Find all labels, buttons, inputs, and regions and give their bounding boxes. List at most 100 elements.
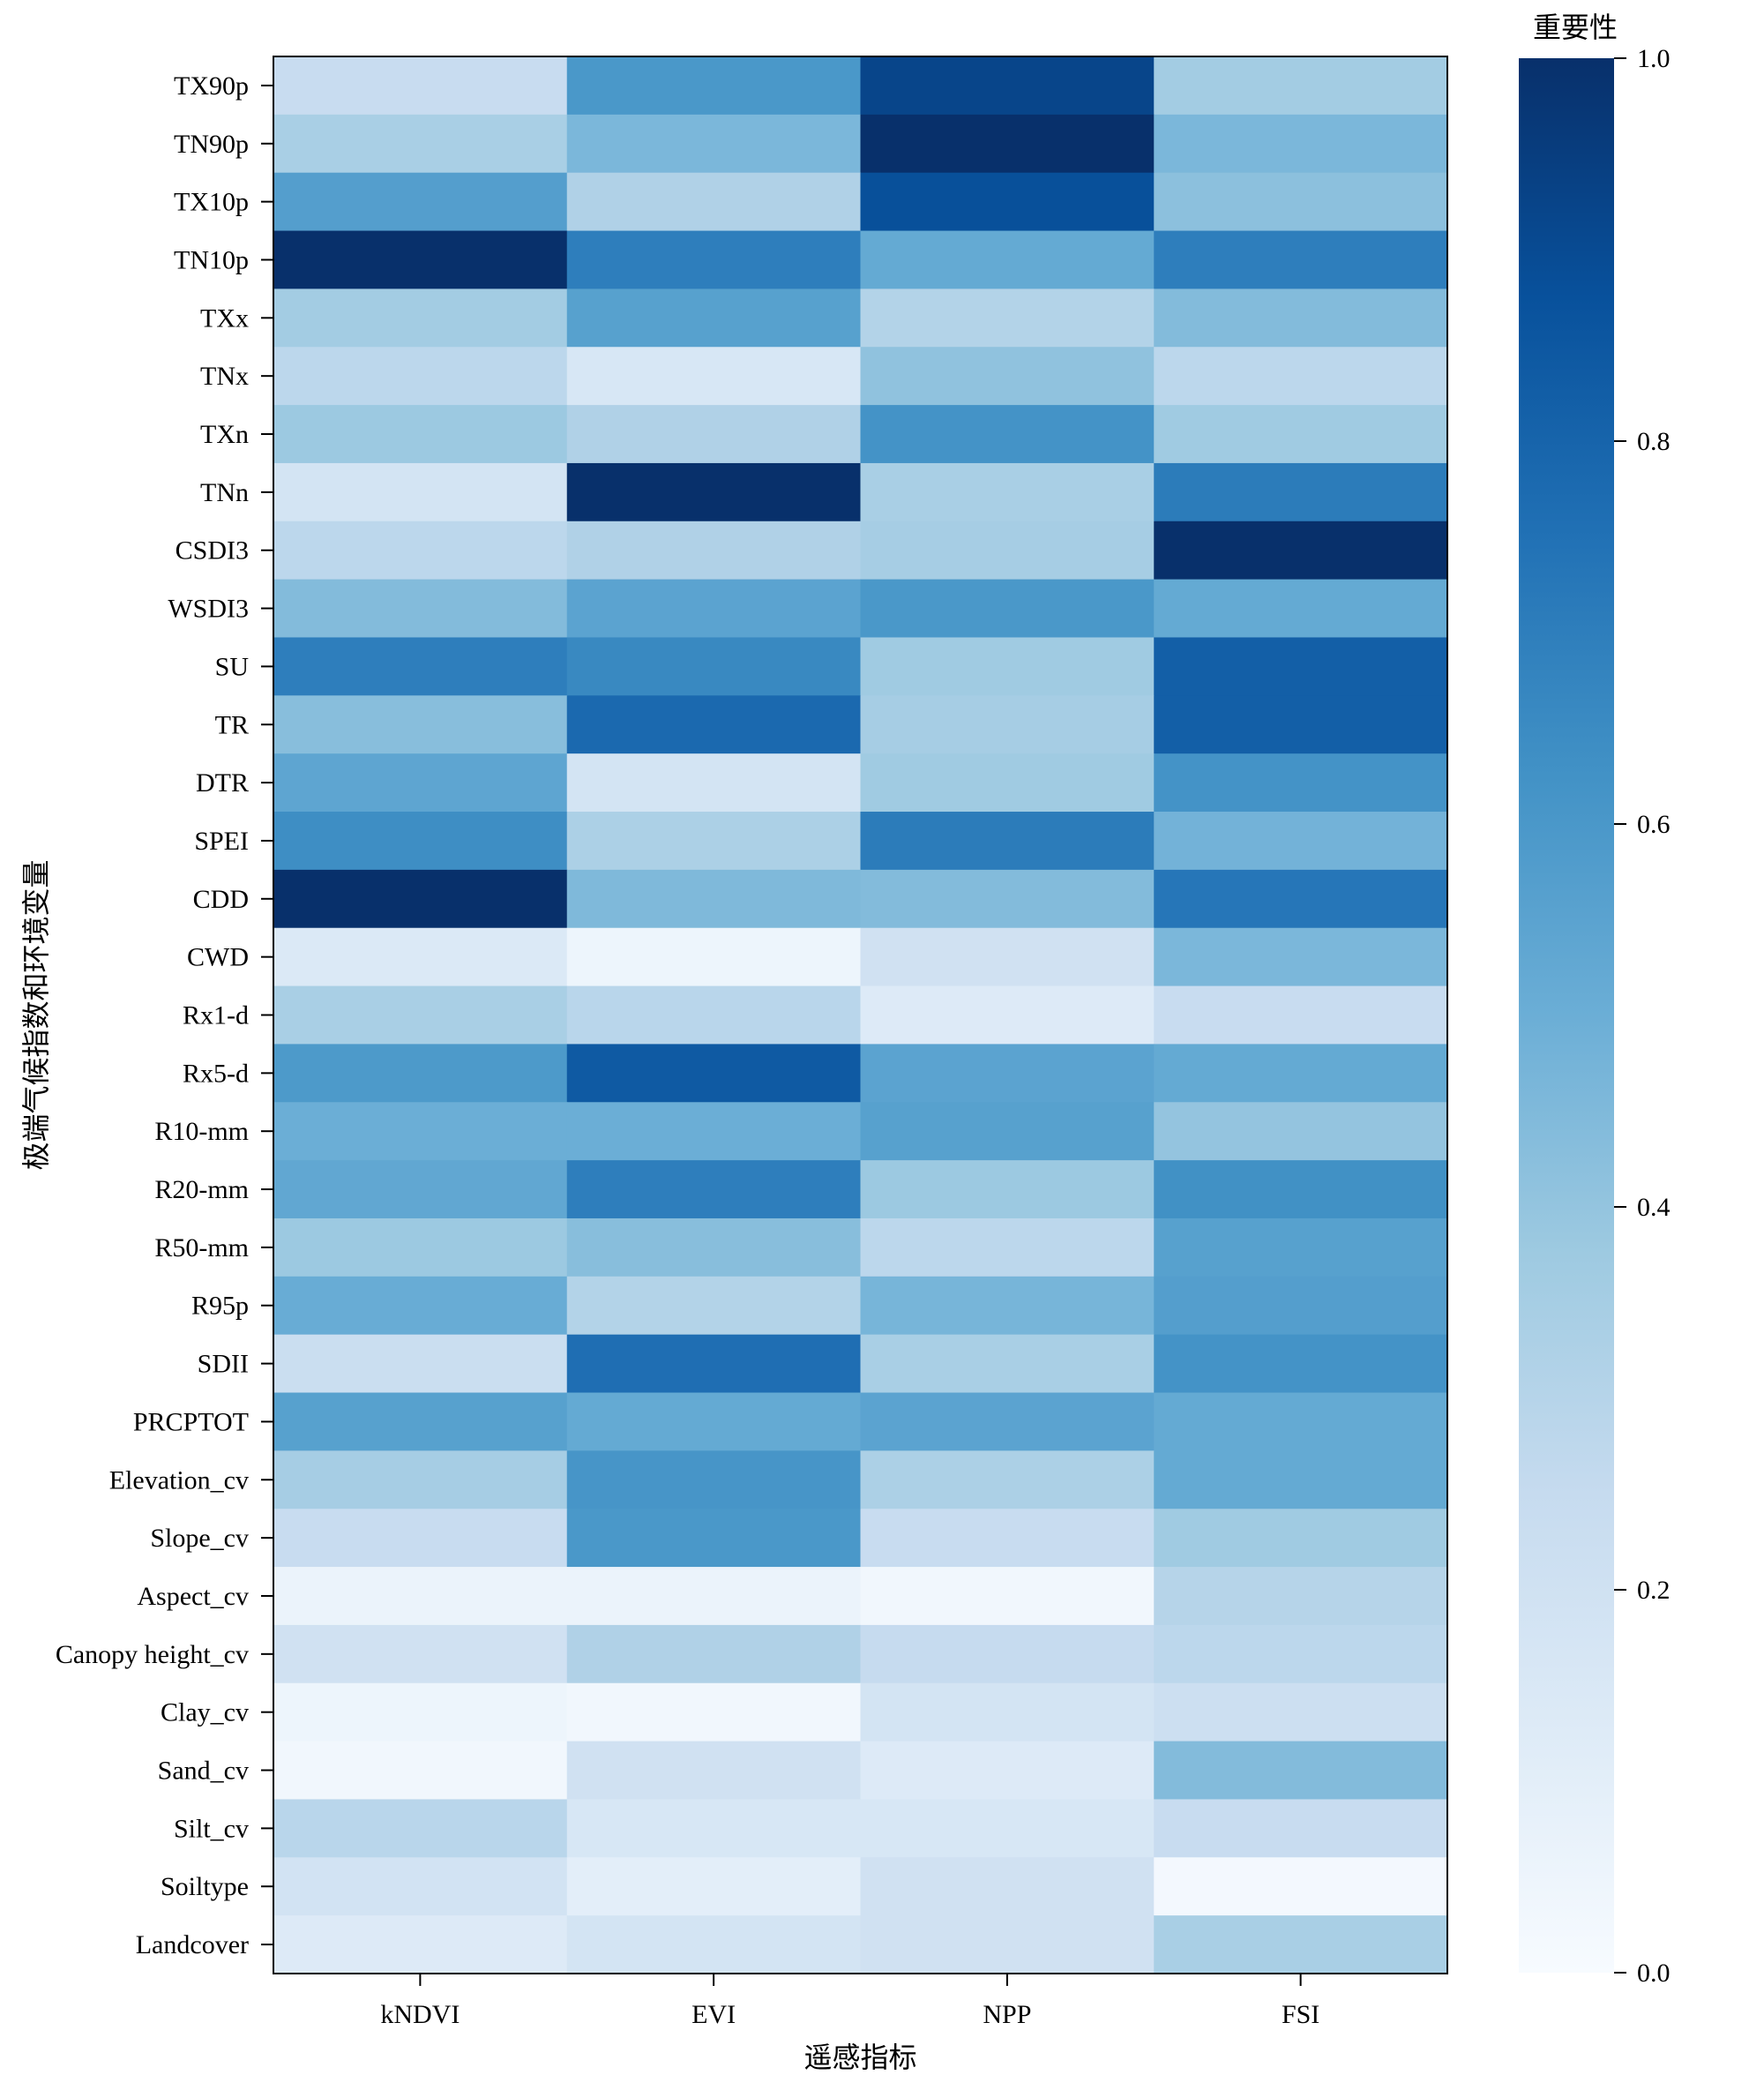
heatmap-cell: [860, 1334, 1155, 1394]
heatmap-cell: [1154, 405, 1448, 464]
heatmap-cell: [273, 521, 568, 581]
heatmap-cell: [860, 1915, 1155, 1974]
heatmap-cell: [860, 579, 1155, 639]
heatmap-cell: [566, 1102, 862, 1161]
heatmap-cell: [273, 1682, 568, 1742]
heatmap-cell: [860, 927, 1155, 987]
heatmap-cell: [860, 521, 1155, 581]
heatmap-cell: [566, 1915, 862, 1974]
heatmap-cell: [860, 695, 1155, 754]
heatmap-cell: [566, 1450, 862, 1509]
heatmap-cell: [1154, 1160, 1448, 1219]
heatmap-cell: [860, 56, 1155, 116]
heatmap-cell: [1154, 172, 1448, 232]
y-tick-label: TN90p: [174, 130, 249, 159]
heatmap-cell: [860, 462, 1155, 522]
heatmap-cell: [1154, 1334, 1448, 1394]
y-tick-label: R95p: [191, 1292, 249, 1321]
heatmap-cell: [273, 812, 568, 871]
colorbar: [1519, 58, 1614, 1973]
heatmap-cell: [860, 637, 1155, 696]
y-tick-label: CDD: [193, 885, 249, 914]
heatmap-cell: [860, 114, 1155, 174]
heatmap-cell: [1154, 1915, 1448, 1974]
y-tick-label: R20-mm: [154, 1175, 249, 1204]
heatmap-cell: [1154, 1741, 1448, 1801]
y-tick-label: Canopy height_cv: [56, 1640, 249, 1669]
heatmap-cell: [273, 1102, 568, 1161]
heatmap-cell: [566, 753, 862, 813]
colorbar-tick-label: 0.0: [1637, 1959, 1671, 1988]
x-tick-label: EVI: [691, 2000, 736, 2029]
heatmap-cell: [566, 462, 862, 522]
y-tick-label: Slope_cv: [150, 1524, 249, 1553]
heatmap-cell: [273, 230, 568, 289]
heatmap-cell: [566, 1509, 862, 1568]
heatmap-cell: [566, 1624, 862, 1684]
y-tick-label: Clay_cv: [161, 1698, 249, 1727]
heatmap-cell: [273, 1624, 568, 1684]
heatmap-cell: [273, 405, 568, 464]
heatmap-cell: [860, 1276, 1155, 1336]
heatmap-cell: [273, 1799, 568, 1858]
x-tick-label: NPP: [983, 2000, 1031, 2029]
heatmap-cell: [1154, 812, 1448, 871]
colorbar-tick-label: 0.8: [1637, 427, 1671, 456]
heatmap-cell: [566, 985, 862, 1045]
heatmap-cell: [1154, 927, 1448, 987]
heatmap-cell: [860, 1682, 1155, 1742]
heatmap-cell: [273, 753, 568, 813]
heatmap-cell: [1154, 637, 1448, 696]
y-tick-label: TXx: [200, 303, 249, 333]
y-tick-label: Silt_cv: [174, 1814, 249, 1843]
y-tick-label: SDII: [198, 1350, 249, 1379]
heatmap-cell: [860, 1624, 1155, 1684]
y-tick-label: Rx5-d: [183, 1059, 249, 1088]
y-tick-label: Rx1-d: [183, 1001, 249, 1030]
x-tick-label: kNDVI: [380, 2000, 460, 2029]
heatmap-cell: [273, 1450, 568, 1509]
heatmap-cell: [1154, 1392, 1448, 1451]
colorbar-tick-label: 0.6: [1637, 810, 1671, 839]
heatmap-cell: [860, 812, 1155, 871]
y-tick-label: WSDI3: [168, 595, 249, 624]
y-tick-label: Elevation_cv: [109, 1465, 249, 1494]
y-tick-label: Aspect_cv: [137, 1582, 249, 1611]
heatmap-cell: [1154, 1044, 1448, 1103]
heatmap-cell: [860, 1450, 1155, 1509]
y-tick-label: TN10p: [174, 245, 249, 274]
heatmap-cell: [566, 695, 862, 754]
heatmap-cell: [1154, 1217, 1448, 1277]
y-tick-label: TR: [215, 710, 249, 739]
x-tick-label: FSI: [1282, 2000, 1319, 2029]
heatmap-cell: [273, 1915, 568, 1974]
heatmap-cell: [566, 869, 862, 929]
heatmap-cell: [273, 114, 568, 174]
y-tick-label: TX10p: [174, 188, 249, 217]
heatmap-cell: [566, 1799, 862, 1858]
heatmap-cell: [1154, 462, 1448, 522]
heatmap-cell: [1154, 869, 1448, 929]
heatmap-cell: [860, 753, 1155, 813]
heatmap-cells: [273, 56, 1448, 1974]
heatmap-cell: [860, 347, 1155, 406]
heatmap-cell: [1154, 753, 1448, 813]
heatmap-cell: [566, 1160, 862, 1219]
y-tick-label: Landcover: [136, 1930, 249, 1959]
heatmap-cell: [273, 637, 568, 696]
y-tick-label: PRCPTOT: [133, 1407, 249, 1436]
heatmap-cell: [1154, 579, 1448, 639]
heatmap-cell: [1154, 985, 1448, 1045]
heatmap-cell: [1154, 1682, 1448, 1742]
heatmap-cell: [860, 1799, 1155, 1858]
colorbar-tick-label: 1.0: [1637, 44, 1671, 73]
heatmap-cell: [566, 927, 862, 987]
heatmap-cell: [273, 1217, 568, 1277]
heatmap-cell: [566, 521, 862, 581]
heatmap-cell: [860, 1102, 1155, 1161]
heatmap-cell: [273, 172, 568, 232]
y-tick-label: R50-mm: [154, 1233, 249, 1262]
heatmap-cell: [273, 1044, 568, 1103]
heatmap-cell: [566, 405, 862, 464]
heatmap-cell: [860, 1044, 1155, 1103]
